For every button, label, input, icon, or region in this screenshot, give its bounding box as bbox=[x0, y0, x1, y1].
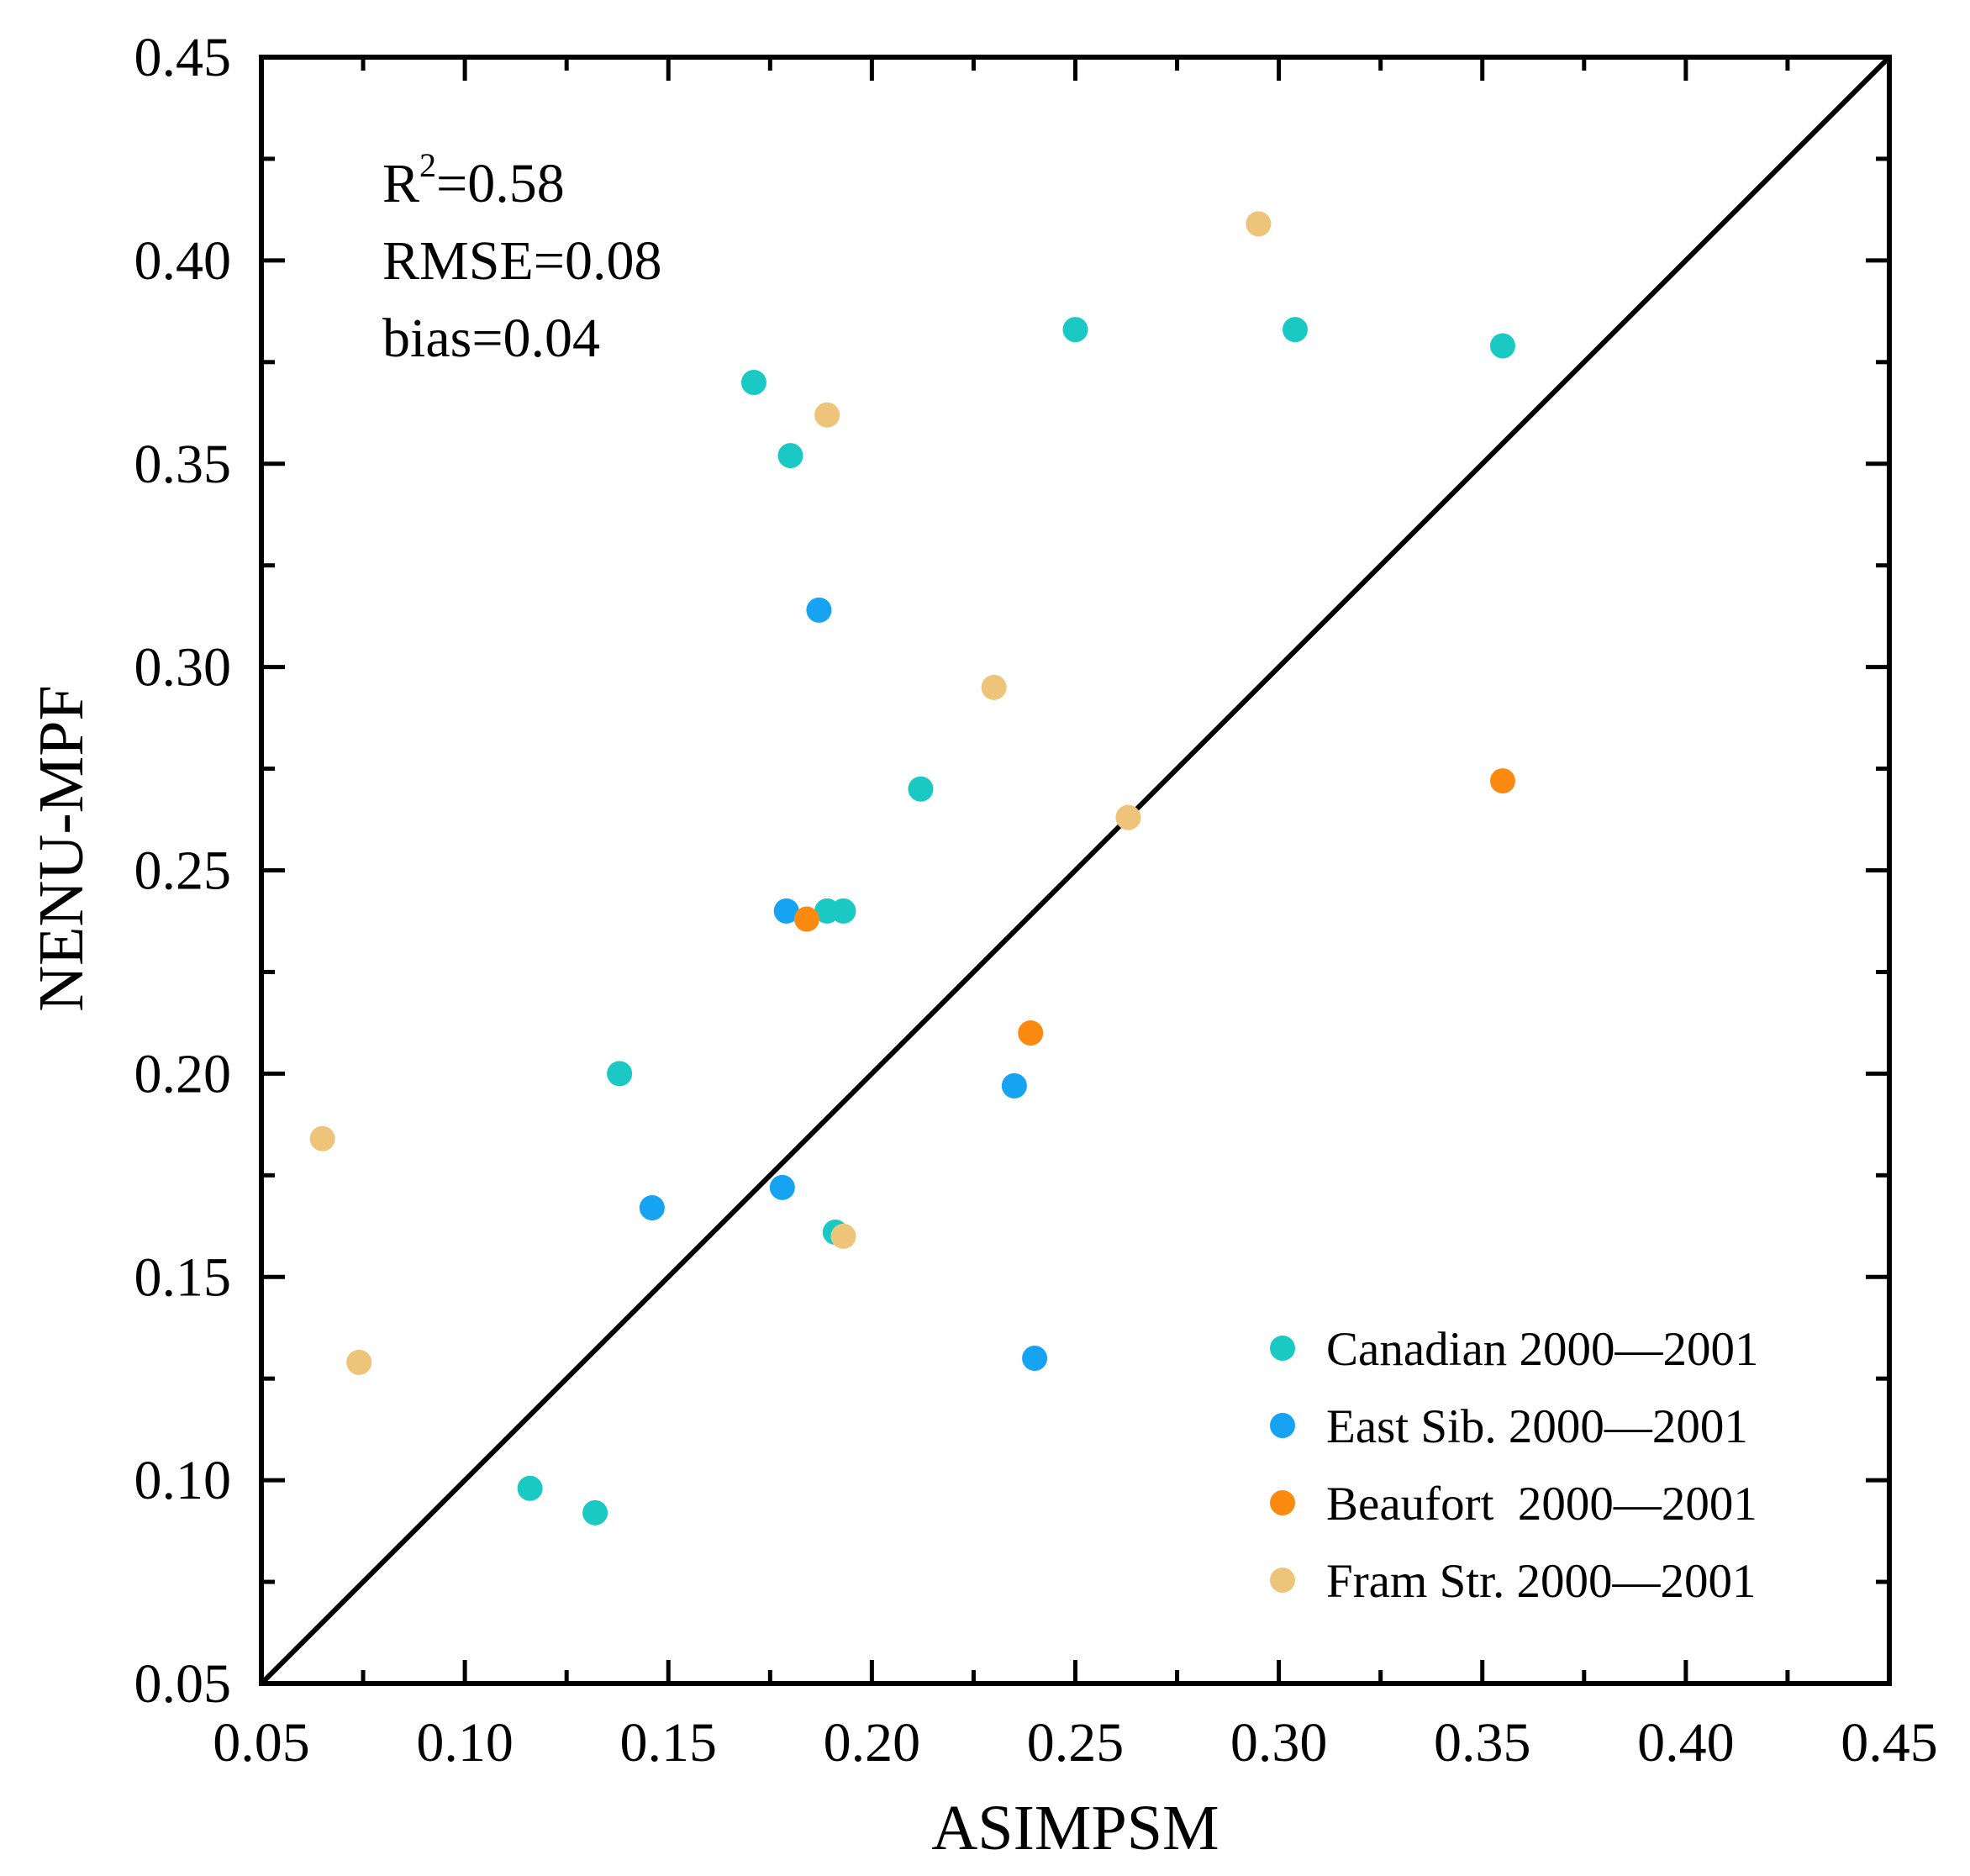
r-squared-value: =0.58 bbox=[436, 153, 565, 214]
data-point-series-1 bbox=[1062, 317, 1088, 343]
data-point-series-1 bbox=[740, 370, 766, 395]
data-point-series-2 bbox=[769, 1174, 795, 1200]
data-point-series-1 bbox=[582, 1499, 608, 1526]
plot-frame bbox=[259, 55, 1892, 1686]
data-point-series-1 bbox=[607, 1061, 633, 1087]
data-point-series-2 bbox=[639, 1195, 665, 1221]
rmse-text: RMSE=0.08 bbox=[382, 230, 661, 292]
data-point-series-2 bbox=[1001, 1072, 1027, 1099]
data-point-series-4 bbox=[830, 1223, 856, 1249]
legend-marker-series-3 bbox=[1270, 1490, 1295, 1515]
r-squared-prefix: R bbox=[382, 153, 419, 214]
y-tick-label: 0.30 bbox=[134, 637, 232, 698]
bias-text: bias=0.04 bbox=[382, 308, 600, 369]
data-point-series-4 bbox=[1246, 211, 1272, 237]
x-tick-label: 0.30 bbox=[1230, 1712, 1328, 1773]
ticks-layer: 0.05 0.10 0.15 0.20 0.25 0.30 0.35 0.40 0.45 0.05… bbox=[134, 27, 1938, 1773]
y-tick-label: 0.25 bbox=[134, 841, 232, 902]
data-point-series-1 bbox=[1489, 333, 1515, 359]
one-to-one-line bbox=[259, 55, 1892, 1686]
x-tick-label: 0.15 bbox=[620, 1712, 718, 1773]
r-squared-text: R2=0.58 bbox=[382, 146, 565, 214]
points-layer bbox=[309, 211, 1515, 1526]
r-squared-superscript: 2 bbox=[419, 146, 436, 184]
y-axis-title: NENU-MPF bbox=[26, 685, 97, 1012]
legend-label-series-4: Fram Str. 2000—2001 bbox=[1326, 1555, 1756, 1608]
data-point-series-2 bbox=[773, 898, 799, 924]
legend-marker-series-2 bbox=[1270, 1413, 1295, 1438]
legend-label-series-3: Beaufort 2000—2001 bbox=[1326, 1478, 1757, 1531]
legend-marker-series-4 bbox=[1270, 1568, 1295, 1593]
data-point-series-4 bbox=[1115, 804, 1141, 830]
x-tick-label: 0.40 bbox=[1637, 1712, 1735, 1773]
data-point-series-3 bbox=[1489, 768, 1515, 794]
legend-label-series-2: East Sib. 2000—2001 bbox=[1326, 1400, 1748, 1453]
data-point-series-4 bbox=[814, 402, 840, 428]
y-tick-label: 0.40 bbox=[134, 230, 232, 292]
x-tick-label: 0.25 bbox=[1027, 1712, 1125, 1773]
stats-annotation: R2=0.58 RMSE=0.08 bias=0.04 bbox=[382, 146, 661, 369]
y-tick-label: 0.20 bbox=[134, 1043, 232, 1104]
data-point-series-1 bbox=[830, 898, 856, 924]
y-tick-label: 0.10 bbox=[134, 1450, 232, 1511]
data-point-series-4 bbox=[309, 1125, 335, 1151]
legend-marker-series-1 bbox=[1270, 1336, 1295, 1361]
x-axis-title: ASIMPSM bbox=[931, 1793, 1219, 1863]
data-point-series-1 bbox=[1282, 317, 1308, 343]
y-tick-label: 0.15 bbox=[134, 1246, 232, 1308]
data-point-series-1 bbox=[777, 443, 803, 469]
data-point-series-4 bbox=[981, 674, 1007, 700]
x-tick-label: 0.05 bbox=[213, 1712, 310, 1773]
y-tick-label: 0.45 bbox=[134, 27, 232, 88]
data-point-series-2 bbox=[806, 597, 832, 623]
y-tick-label: 0.35 bbox=[134, 434, 232, 495]
x-tick-label: 0.35 bbox=[1434, 1712, 1531, 1773]
x-tick-label: 0.20 bbox=[824, 1712, 921, 1773]
data-point-series-3 bbox=[1018, 1020, 1044, 1046]
data-point-series-4 bbox=[346, 1349, 372, 1375]
data-point-series-2 bbox=[1022, 1346, 1048, 1371]
legend-label-series-1: Canadian 2000—2001 bbox=[1326, 1323, 1759, 1376]
y-tick-label: 0.05 bbox=[134, 1653, 232, 1715]
legend: Canadian 2000—2001 East Sib. 2000—2001 Bea… bbox=[1270, 1323, 1759, 1608]
x-tick-label: 0.10 bbox=[416, 1712, 514, 1773]
data-point-series-1 bbox=[517, 1475, 543, 1501]
data-point-series-3 bbox=[793, 906, 819, 932]
x-tick-label: 0.45 bbox=[1841, 1712, 1938, 1773]
data-point-series-1 bbox=[908, 776, 934, 802]
